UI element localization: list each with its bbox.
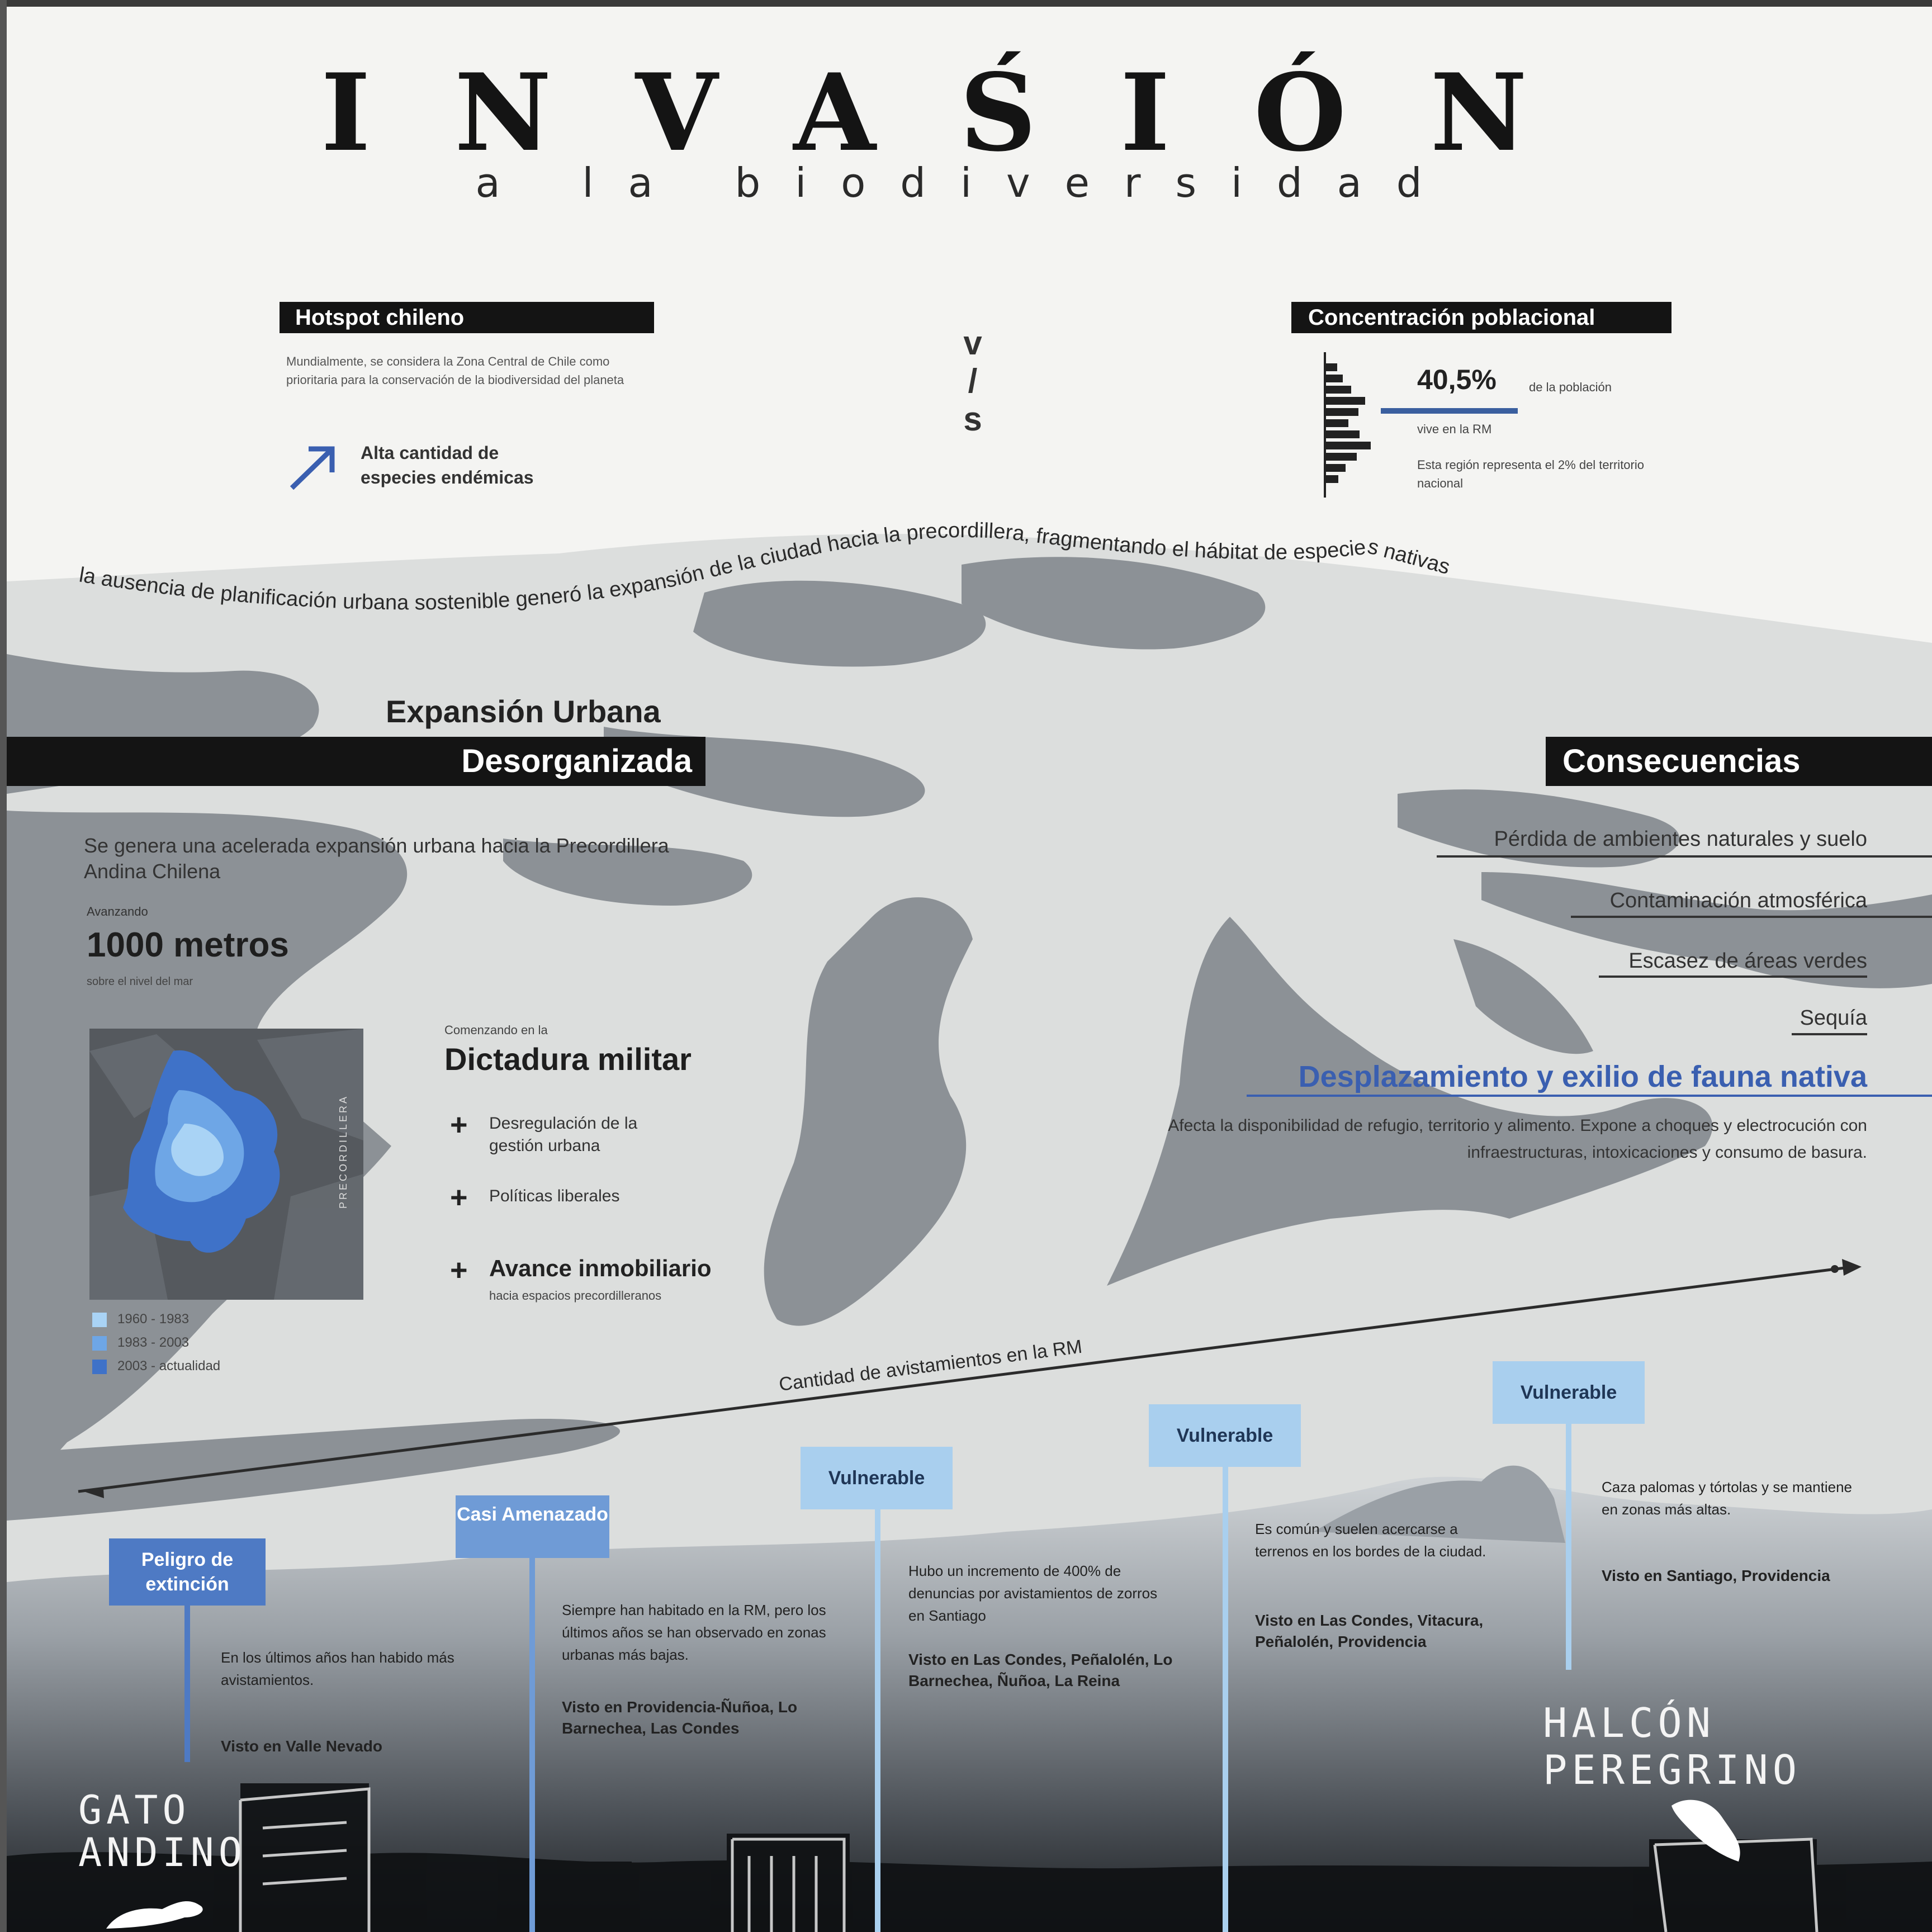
versus-s: s bbox=[963, 400, 982, 438]
status-tag-2: Casi Amenazado bbox=[456, 1495, 609, 1558]
status-tag-5: Vulnerable bbox=[1493, 1361, 1645, 1424]
species-4-text: Es común y suelen acercarse a terrenos e… bbox=[1255, 1521, 1486, 1560]
consequence-item-1: Pérdida de ambientes naturales y suelo bbox=[1494, 827, 1867, 851]
dictatorship-item-3-sub: hacia espacios precordilleranos bbox=[489, 1289, 662, 1303]
species-3-seen: Visto en Las Condes, Peñalolén, Lo Barne… bbox=[908, 1651, 1173, 1689]
versus-v: v bbox=[963, 324, 982, 362]
dictatorship-item-1: Desregulación de la gestión urbana bbox=[489, 1114, 638, 1155]
legend-label-3: 2003 - actualidad bbox=[117, 1358, 221, 1374]
status-line-2 bbox=[529, 1558, 535, 1932]
species-4-seen: Visto en Las Condes, Vitacura, Peñalolén… bbox=[1255, 1612, 1484, 1650]
concentration-percent-note: de la población bbox=[1529, 380, 1612, 394]
consequence-highlight-text: Afecta la disponibilidad de refugio, ter… bbox=[1168, 1116, 1867, 1162]
consequences-title: Consecuencias bbox=[1562, 743, 1801, 779]
legend-label-2: 1983 - 2003 bbox=[117, 1335, 190, 1350]
dictatorship-title: Dictadura militar bbox=[444, 1041, 692, 1077]
concentration-percent: 40,5% bbox=[1417, 364, 1497, 395]
concentration-label: Concentración poblacional bbox=[1291, 302, 1671, 333]
legend-label-1: 1960 - 1983 bbox=[117, 1311, 190, 1327]
urban-title-line1: Expansión Urbana bbox=[386, 694, 661, 729]
urban-title-bar: Desorganizada bbox=[7, 737, 705, 786]
andean-cat-icon bbox=[106, 1901, 203, 1929]
legend-swatch-1 bbox=[92, 1313, 107, 1327]
status-line-3 bbox=[875, 1509, 880, 1932]
hotspot-label: Hotspot chileno bbox=[280, 302, 654, 333]
versus-label: v / s bbox=[953, 324, 992, 438]
species-5-text: Caza palomas y tórtolas y se mantiene en… bbox=[1602, 1479, 1852, 1518]
consequences-title-bar: Consecuencias bbox=[1546, 737, 1932, 786]
concentration-highlight-line bbox=[1381, 408, 1518, 414]
status-tag-4: Vulnerable bbox=[1149, 1404, 1301, 1467]
page-title: INVAŚIÓN bbox=[321, 50, 1611, 175]
consequence-item-4: Sequía bbox=[1800, 1006, 1867, 1030]
species-5-name-line2: PEREGRINO bbox=[1543, 1746, 1802, 1793]
plus-icon: + bbox=[450, 1181, 468, 1214]
population-pyramid-icon bbox=[1324, 352, 1371, 498]
status-tag-3: Vulnerable bbox=[801, 1447, 953, 1509]
peregrine-falcon-icon bbox=[1671, 1800, 1740, 1862]
legend-swatch-3 bbox=[92, 1360, 107, 1374]
urban-expansion-map: PRECORDILLERA bbox=[89, 1029, 363, 1300]
consequence-underline-3 bbox=[1599, 976, 1867, 978]
page-subtitle: a la biodiversidad bbox=[475, 159, 1457, 206]
plus-icon: + bbox=[450, 1108, 468, 1142]
species-1-seen: Visto en Valle Nevado bbox=[221, 1737, 382, 1755]
consequence-underline-2 bbox=[1571, 916, 1932, 918]
versus-slash: / bbox=[968, 362, 978, 400]
dictatorship-item-3: Avance inmobiliario bbox=[489, 1255, 712, 1281]
map-side-label: PRECORDILLERA bbox=[338, 1095, 349, 1209]
left-border bbox=[0, 0, 7, 1932]
status-line-1 bbox=[184, 1606, 190, 1762]
status-line-5 bbox=[1566, 1424, 1571, 1670]
consequence-item-3: Escasez de áreas verdes bbox=[1628, 949, 1867, 973]
species-5-name-line1: HALCÓN bbox=[1543, 1699, 1716, 1746]
legend-swatch-2 bbox=[92, 1336, 107, 1351]
consequence-underline-1 bbox=[1437, 855, 1932, 858]
urban-title-line2: Desorganizada bbox=[461, 743, 692, 779]
species-1-name-line2: ANDINO bbox=[78, 1830, 247, 1876]
species-1-name: GATO ANDINO bbox=[78, 1789, 247, 1874]
up-arrow-icon bbox=[290, 446, 335, 490]
consequence-highlight: Desplazamiento y exilio de fauna nativa bbox=[1298, 1060, 1867, 1093]
species-5-name: HALCÓN PEREGRINO bbox=[1543, 1699, 1801, 1793]
status-tag-1: Peligro de extinción bbox=[109, 1538, 266, 1606]
concentration-text: Esta región representa el 2% del territo… bbox=[1417, 458, 1644, 490]
hotspot-text: Mundialmente, se considera la Zona Centr… bbox=[286, 354, 624, 387]
hotspot-highlight: Alta cantidad de especies endémicas bbox=[361, 443, 534, 487]
status-line-4 bbox=[1223, 1467, 1228, 1932]
consequence-underline-4 bbox=[1792, 1033, 1867, 1035]
plus-icon: + bbox=[450, 1253, 468, 1287]
species-2-seen: Visto en Providencia-Ñuñoa, Lo Barnechea… bbox=[562, 1698, 798, 1737]
species-1-name-line1: GATO bbox=[78, 1787, 191, 1833]
avance-label: Avanzando bbox=[87, 905, 148, 918]
species-1-text: En los últimos años han habido más avist… bbox=[221, 1649, 454, 1688]
consequence-item-2: Contaminación atmosférica bbox=[1609, 889, 1867, 912]
top-border bbox=[0, 0, 1932, 7]
species-5-seen: Visto en Santiago, Providencia bbox=[1602, 1567, 1830, 1584]
urban-description: Se genera una acelerada expansión urbana… bbox=[84, 834, 669, 883]
concentration-location: vive en la RM bbox=[1417, 422, 1492, 436]
species-3-text: Hubo un incremento de 400% de denuncias … bbox=[908, 1562, 1158, 1624]
avance-sub: sobre el nivel del mar bbox=[87, 976, 193, 988]
dictatorship-item-2: Políticas liberales bbox=[489, 1187, 620, 1205]
dictatorship-kicker: Comenzando en la bbox=[444, 1023, 548, 1037]
avance-value: 1000 metros bbox=[87, 926, 289, 964]
species-2-text: Siempre han habitado en la RM, pero los … bbox=[562, 1602, 826, 1663]
consequence-highlight-line bbox=[1247, 1095, 1932, 1097]
